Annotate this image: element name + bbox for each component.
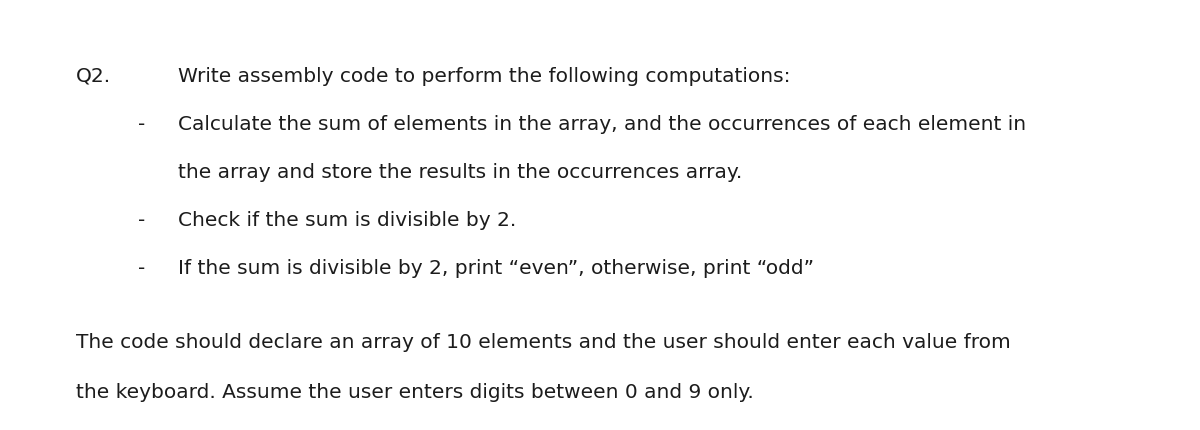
Text: -: -: [138, 211, 145, 230]
Text: Write assembly code to perform the following computations:: Write assembly code to perform the follo…: [178, 67, 790, 86]
Text: Q2.: Q2.: [76, 67, 110, 86]
Text: -: -: [138, 115, 145, 134]
Text: If the sum is divisible by 2, print “even”, otherwise, print “odd”: If the sum is divisible by 2, print “eve…: [178, 259, 814, 278]
Text: the array and store the results in the occurrences array.: the array and store the results in the o…: [178, 163, 742, 182]
Text: The code should declare an array of 10 elements and the user should enter each v: The code should declare an array of 10 e…: [76, 333, 1010, 352]
Text: Calculate the sum of elements in the array, and the occurrences of each element : Calculate the sum of elements in the arr…: [178, 115, 1026, 134]
Text: the keyboard. Assume the user enters digits between 0 and 9 only.: the keyboard. Assume the user enters dig…: [76, 383, 754, 402]
Text: -: -: [138, 259, 145, 278]
Text: Check if the sum is divisible by 2.: Check if the sum is divisible by 2.: [178, 211, 516, 230]
